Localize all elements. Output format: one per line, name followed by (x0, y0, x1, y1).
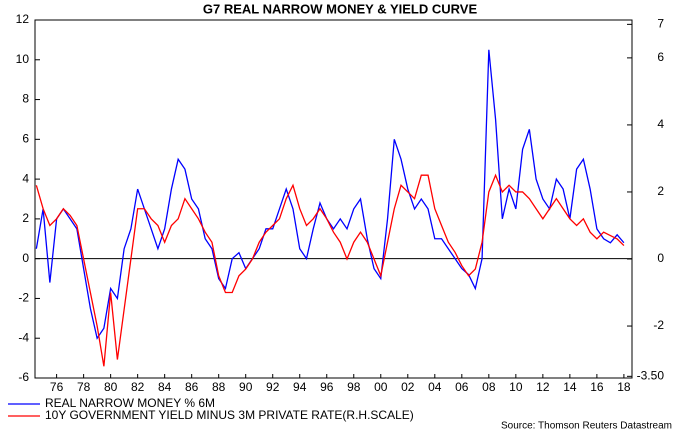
x-tick-label: 92 (266, 380, 280, 394)
chart-title: G7 REAL NARROW MONEY & YIELD CURVE (203, 1, 478, 16)
legend-label: 10Y GOVERNMENT YIELD MINUS 3M PRIVATE RA… (45, 408, 414, 422)
y-tick-label: 0 (22, 251, 29, 265)
series-line (35, 49, 625, 340)
x-tick-label: 78 (77, 380, 91, 394)
x-tick-label: 96 (320, 380, 334, 394)
y-tick-label: -4 (18, 330, 29, 344)
y2-tick-label: 0 (657, 251, 664, 265)
x-tick-label: 16 (590, 380, 604, 394)
y-tick-label: 12 (16, 12, 30, 26)
x-tick-label: 10 (509, 380, 523, 394)
y-tick-label: 2 (22, 211, 29, 225)
x-tick-label: 84 (158, 380, 172, 394)
y-tick-label: 10 (16, 52, 30, 66)
source-note: Source: Thomson Reuters Datastream (501, 421, 672, 432)
x-tick-label: 12 (536, 380, 550, 394)
y-tick-label: 8 (22, 92, 29, 106)
x-tick-label: 14 (563, 380, 577, 394)
y2-tick-label: 4 (657, 117, 664, 131)
series-line (35, 173, 625, 367)
x-tick-label: 80 (104, 380, 118, 394)
y2-tick-label: 6 (657, 50, 664, 64)
y-tick-label: 6 (22, 132, 29, 146)
x-tick-label: 82 (131, 380, 145, 394)
x-tick-label: 98 (347, 380, 361, 394)
x-tick-label: 08 (482, 380, 496, 394)
y-tick-label: 4 (22, 171, 29, 185)
y2-tick-label: 2 (657, 184, 664, 198)
legend-label: REAL NARROW MONEY % 6M (45, 396, 215, 410)
x-tick-label: 94 (293, 380, 307, 394)
x-tick-label: 04 (428, 380, 442, 394)
x-tick-label: 86 (185, 380, 199, 394)
x-tick-label: 18 (617, 380, 631, 394)
y2-tick-label: 7 (657, 17, 664, 31)
y2-tick-label: -2 (653, 318, 664, 332)
x-tick-label: 88 (212, 380, 226, 394)
x-tick-label: 00 (374, 380, 388, 394)
x-tick-label: 06 (455, 380, 469, 394)
x-tick-label: 76 (50, 380, 64, 394)
x-tick-label: 90 (239, 380, 253, 394)
x-tick-label: 02 (401, 380, 415, 394)
y2-tick-label: -3.50 (637, 368, 665, 382)
plot-frame (34, 19, 633, 379)
y-tick-label: -2 (18, 291, 29, 305)
y-tick-label: -6 (18, 370, 29, 384)
